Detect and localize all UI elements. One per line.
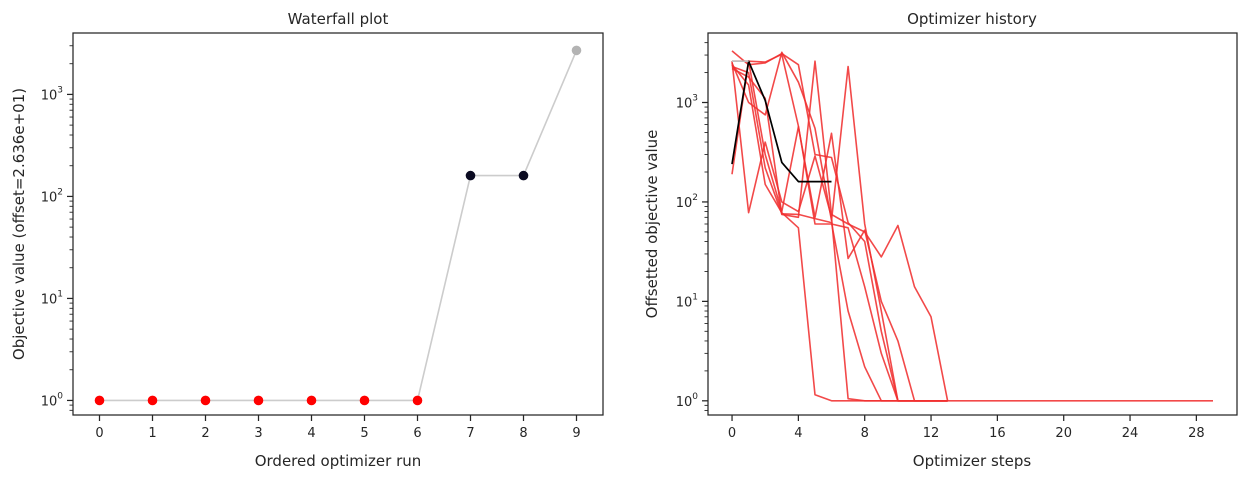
history-ytick-label: 100 (676, 392, 699, 410)
history-xtick-label: 16 (989, 426, 1006, 441)
history-xlabel: Optimizer steps (913, 452, 1032, 470)
history-ylabel: Offsetted objective value (643, 130, 661, 319)
history-title: Optimizer history (907, 10, 1037, 28)
waterfall-chart: Waterfall plot 0 1 2 3 4 5 6 7 8 9 100 101 102 103 Or… (10, 10, 604, 470)
history-xtick-label: 24 (1122, 426, 1139, 441)
waterfall-point (359, 395, 370, 406)
waterfall-point (412, 395, 423, 406)
waterfall-xtick-label: 6 (413, 426, 421, 441)
history-xtick-label: 28 (1188, 426, 1205, 441)
waterfall-xtick-label: 5 (360, 426, 368, 441)
waterfall-ticks: 0 1 2 3 4 5 6 7 8 9 100 101 102 103 (41, 45, 581, 441)
waterfall-ytick-label: 100 (41, 391, 64, 409)
waterfall-point (465, 170, 476, 181)
waterfall-xtick-label: 3 (254, 426, 262, 441)
waterfall-xtick-label: 8 (519, 426, 527, 441)
waterfall-point (571, 45, 582, 56)
waterfall-point (306, 395, 317, 406)
waterfall-point (200, 395, 211, 406)
history-series-line (731, 50, 1213, 402)
waterfall-xtick-label: 9 (572, 426, 580, 441)
history-series-line (731, 60, 948, 402)
waterfall-frame (72, 32, 604, 416)
history-ytick-label: 103 (676, 94, 698, 112)
waterfall-xtick-label: 4 (307, 426, 315, 441)
history-series-line (732, 53, 948, 402)
waterfall-point (518, 170, 529, 181)
waterfall-xtick-label: 1 (148, 426, 156, 441)
waterfall-ytick-label: 103 (41, 85, 63, 103)
waterfall-ylabel: Objective value (offset=2.636e+01) (10, 88, 28, 360)
history-xtick-label: 20 (1055, 426, 1072, 441)
history-xtick-label: 12 (923, 426, 940, 441)
history-series (731, 50, 1213, 402)
waterfall-ytick-label: 102 (41, 187, 63, 205)
history-frame (707, 32, 1238, 416)
waterfall-title: Waterfall plot (288, 10, 389, 28)
history-ytick-label: 102 (676, 193, 698, 211)
history-series-line (731, 60, 949, 401)
waterfall-xtick-label: 0 (95, 426, 103, 441)
waterfall-ytick-label: 101 (41, 289, 63, 307)
waterfall-line (99, 50, 578, 402)
waterfall-xtick-label: 2 (201, 426, 209, 441)
history-ticks: 0 4 8 12 16 20 24 28 100 101 102 103 (676, 42, 1205, 441)
waterfall-points (94, 45, 582, 406)
history-series-line (731, 65, 948, 402)
history-xtick-label: 8 (861, 426, 869, 441)
waterfall-point (253, 395, 264, 406)
waterfall-xlabel: Ordered optimizer run (255, 452, 422, 470)
history-ytick-label: 101 (676, 292, 698, 310)
waterfall-point (94, 395, 105, 406)
optimizer-history-chart: Optimizer history 0 4 8 12 16 20 24 28 100 101 102… (643, 10, 1238, 470)
waterfall-xtick-label: 7 (466, 426, 474, 441)
waterfall-point (147, 395, 158, 406)
history-xtick-label: 0 (728, 426, 736, 441)
history-xtick-label: 4 (794, 426, 802, 441)
waterfall-connector (99, 50, 578, 402)
history-series-line (731, 61, 948, 402)
